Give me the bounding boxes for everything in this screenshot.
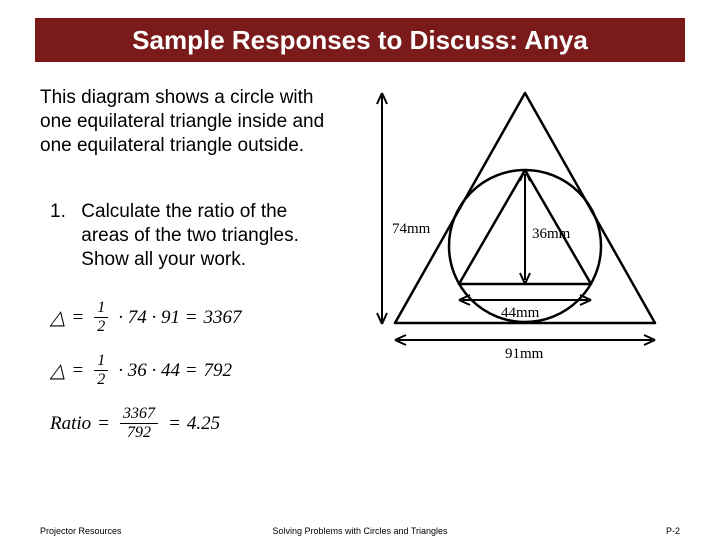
footer-right: P-2 — [666, 526, 680, 536]
inner-height-label: 36mm — [532, 226, 571, 242]
inner-base-arrow — [459, 295, 591, 305]
calc-result: 3367 — [204, 307, 242, 329]
one-half: 1 2 — [94, 353, 108, 388]
outer-height-label: 74mm — [392, 221, 431, 237]
intro-text: This diagram shows a circle with one equ… — [40, 86, 345, 157]
calc-result: 792 — [204, 360, 233, 382]
question-number: 1. — [50, 200, 76, 224]
triangle-symbol: △ — [50, 305, 65, 330]
ratio-value: 4.25 — [187, 413, 220, 435]
work-line-ratio: Ratio = 3367 792 = 4.25 — [50, 406, 242, 441]
triangle-symbol: △ — [50, 358, 65, 383]
equals: = — [71, 307, 84, 329]
ratio-label: Ratio — [50, 413, 91, 435]
calc-mid: · 74 · 91 = — [118, 307, 197, 329]
title-bar: Sample Responses to Discuss: Anya — [35, 18, 685, 62]
work-line-2: △ = 1 2 · 36 · 44 = 792 — [50, 353, 242, 388]
student-work: △ = 1 2 · 74 · 91 = 3367 △ = 1 2 · 36 · … — [50, 300, 242, 459]
slide-title: Sample Responses to Discuss: Anya — [132, 25, 588, 56]
inner-height-arrow — [520, 170, 530, 284]
one-half: 1 2 — [94, 300, 108, 335]
footer-center: Solving Problems with Circles and Triang… — [0, 526, 720, 536]
equals: = — [168, 413, 181, 435]
ratio-fraction: 3367 792 — [120, 406, 158, 441]
question-block: 1. Calculate the ratio of the areas of t… — [50, 200, 350, 271]
equals: = — [71, 360, 84, 382]
question-text: Calculate the ratio of the areas of the … — [81, 200, 336, 271]
equals: = — [97, 413, 110, 435]
outer-base-arrow — [395, 335, 655, 345]
work-line-1: △ = 1 2 · 74 · 91 = 3367 — [50, 300, 242, 335]
outer-base-label: 91mm — [505, 346, 544, 362]
geometry-diagram: 74mm 36mm 44mm 91mm — [370, 78, 700, 378]
calc-mid: · 36 · 44 = — [118, 360, 197, 382]
inner-base-label: 44mm — [501, 305, 540, 321]
outer-height-arrow — [377, 93, 387, 324]
